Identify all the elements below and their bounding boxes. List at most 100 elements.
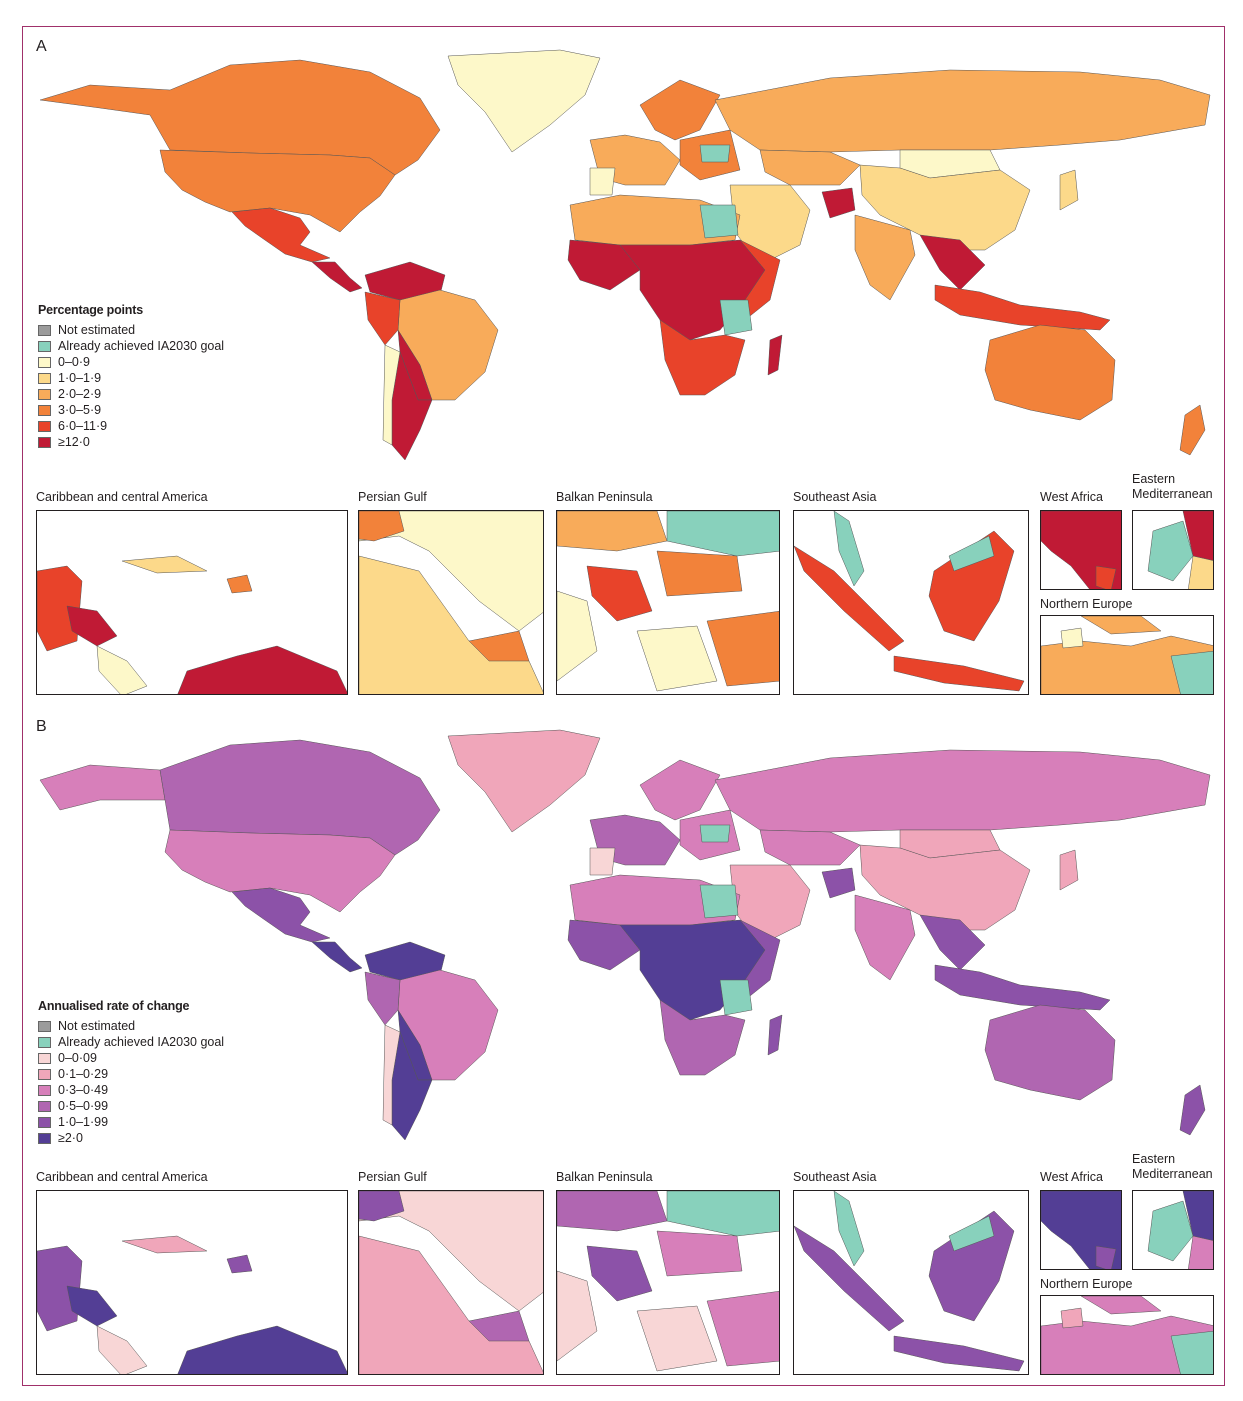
inset-southeast-asia <box>793 1190 1029 1375</box>
legend-swatch <box>38 1052 51 1064</box>
legend-swatch <box>38 372 51 384</box>
inset-west-africa <box>1040 510 1122 590</box>
map-greenland <box>447 729 601 833</box>
legend-item: Already achieved IA2030 goal <box>38 1034 224 1050</box>
legend-swatch <box>38 1068 51 1080</box>
map-new-zealand <box>1179 1084 1206 1136</box>
inset-label-balkan: Balkan Peninsula <box>556 490 653 504</box>
inset-label-persian-gulf: Persian Gulf <box>358 490 427 504</box>
inset-label-northern-europe: Northern Europe <box>1040 597 1133 611</box>
legend-label: 1·0–1·9 <box>58 371 102 385</box>
inset-west-africa <box>1040 1190 1122 1270</box>
map-russia <box>714 749 1211 833</box>
legend-swatch <box>38 1132 51 1144</box>
map-kazakhstan <box>759 829 861 866</box>
inset-northern-europe <box>1040 1295 1214 1375</box>
map-japan <box>1059 849 1079 891</box>
map-southern-africa <box>659 999 746 1076</box>
map-peru <box>364 971 401 1026</box>
map-ukraine <box>699 144 731 163</box>
legend-label: 0–0·9 <box>58 355 90 369</box>
inset-label-persian-gulf: Persian Gulf <box>358 1170 427 1184</box>
map-madagascar <box>767 1014 783 1056</box>
legend-label: Already achieved IA2030 goal <box>58 1035 225 1049</box>
legend-swatch <box>38 1100 51 1112</box>
map-mexico <box>231 887 331 943</box>
map-central-america <box>311 261 363 293</box>
map-north-africa <box>569 194 741 246</box>
panel-b-legend: Annualised rate of change Not estimated … <box>38 998 224 1146</box>
legend-item: Not estimated <box>38 1018 224 1034</box>
legend-label: 1·0–1·99 <box>58 1115 109 1129</box>
map-australia <box>984 1004 1116 1101</box>
legend-item: 2·0–2·9 <box>38 386 224 402</box>
legend-label: Not estimated <box>58 1019 136 1033</box>
legend-label: Already achieved IA2030 goal <box>58 339 225 353</box>
inset-label-eastern-mediterranean: Eastern Mediterranean <box>1132 472 1213 501</box>
legend-label: 0·5–0·99 <box>58 1099 109 1113</box>
map-iberia <box>589 847 616 876</box>
inset-northern-europe <box>1040 615 1214 695</box>
map-japan <box>1059 169 1079 211</box>
legend-label: 0–0·09 <box>58 1051 97 1065</box>
map-southern-africa <box>659 319 746 396</box>
map-chile <box>382 1024 401 1126</box>
legend-swatch <box>38 340 51 352</box>
legend-item: 1·0–1·9 <box>38 370 224 386</box>
map-india <box>854 894 916 981</box>
inset-persian-gulf <box>358 510 544 695</box>
legend-item: 0·3–0·49 <box>38 1082 224 1098</box>
legend-swatch <box>38 1116 51 1128</box>
map-new-zealand <box>1179 404 1206 456</box>
inset-label-southeast-asia: Southeast Asia <box>793 1170 877 1184</box>
map-egypt <box>699 204 739 239</box>
map-indonesia <box>934 964 1111 1011</box>
map-tanzania <box>719 299 753 336</box>
legend-label: 3·0–5·9 <box>58 403 102 417</box>
map-egypt <box>699 884 739 919</box>
panel-a-letter: A <box>36 38 47 55</box>
inset-caribbean <box>36 1190 348 1375</box>
map-north-africa <box>569 874 741 926</box>
map-china <box>859 844 1031 931</box>
map-southeast-asia <box>919 914 986 971</box>
legend-item: ≥12·0 <box>38 434 224 450</box>
map-chile <box>382 344 401 446</box>
map-kazakhstan <box>759 149 861 186</box>
inset-label-northern-europe: Northern Europe <box>1040 1277 1133 1291</box>
legend-item: Already achieved IA2030 goal <box>38 338 224 354</box>
inset-balkan <box>556 1190 780 1375</box>
map-peru <box>364 291 401 346</box>
legend-item: 0·5–0·99 <box>38 1098 224 1114</box>
map-alaska <box>39 764 166 811</box>
inset-balkan <box>556 510 780 695</box>
inset-eastern-mediterranean <box>1132 1190 1214 1270</box>
map-central-america <box>311 941 363 973</box>
legend-label: 0·1–0·29 <box>58 1067 109 1081</box>
inset-caribbean <box>36 510 348 695</box>
legend-item: 0–0·09 <box>38 1050 224 1066</box>
inset-eastern-mediterranean <box>1132 510 1214 590</box>
map-greenland <box>447 49 601 153</box>
inset-label-caribbean: Caribbean and central America <box>36 1170 208 1184</box>
map-scandinavia <box>639 759 721 821</box>
map-afghanistan <box>821 867 856 899</box>
legend-swatch <box>38 1084 51 1096</box>
inset-label-west-africa: West Africa <box>1040 490 1103 504</box>
panel-b-letter: B <box>36 718 47 735</box>
legend-swatch <box>38 324 51 336</box>
legend-label: Not estimated <box>58 323 136 337</box>
legend-label: 2·0–2·9 <box>58 387 102 401</box>
inset-southeast-asia <box>793 510 1029 695</box>
inset-label-eastern-mediterranean: Eastern Mediterranean <box>1132 1152 1213 1181</box>
legend-item: ≥2·0 <box>38 1130 224 1146</box>
legend-label: 6·0–11·9 <box>58 419 108 433</box>
legend-swatch <box>38 420 51 432</box>
inset-label-west-africa: West Africa <box>1040 1170 1103 1184</box>
map-afghanistan <box>821 187 856 219</box>
legend-label: ≥12·0 <box>58 435 90 449</box>
map-australia <box>984 324 1116 421</box>
inset-label-southeast-asia: Southeast Asia <box>793 490 877 504</box>
map-scandinavia <box>639 79 721 141</box>
